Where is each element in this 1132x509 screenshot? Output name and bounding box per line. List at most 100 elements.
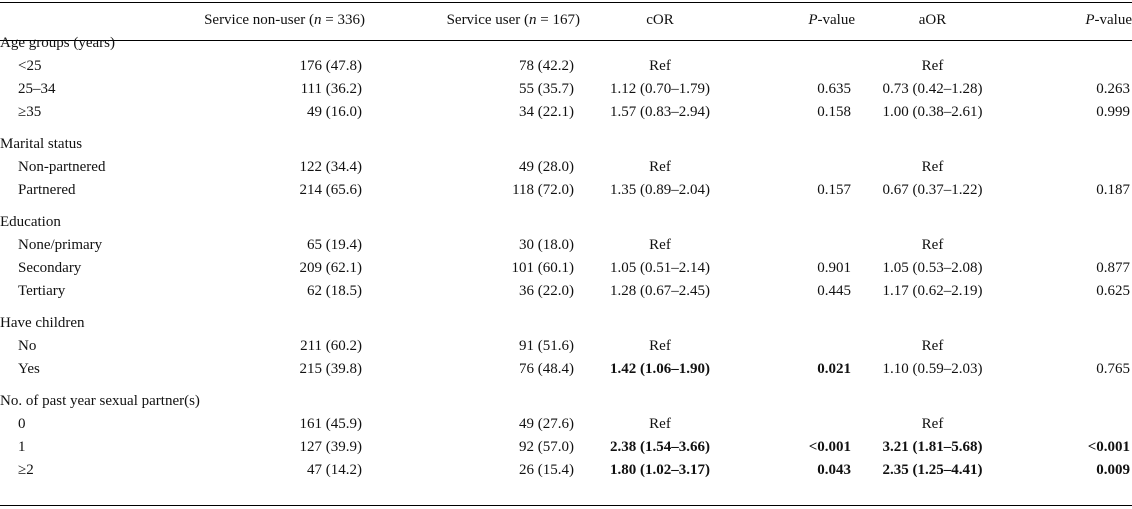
cell-user: 91 (51.6) xyxy=(519,338,574,354)
cell-non-user: 111 (36.2) xyxy=(300,81,362,97)
header-p1-suffix: -value xyxy=(817,12,855,28)
table-row: ≥2 47 (14.2) 26 (15.4) 1.80 (1.02–3.17) 0.04… xyxy=(0,459,1132,482)
cell-aor: 2.35 (1.25–4.41) xyxy=(882,462,983,478)
header-non-user-prefix: Service non-user ( xyxy=(204,12,315,28)
header-aor: aOR xyxy=(918,12,947,28)
cell-user: 49 (28.0) xyxy=(519,159,574,175)
header-rule xyxy=(0,40,1132,41)
group-heading-row: Have children xyxy=(0,312,1132,335)
cell-aor: 1.00 (0.38–2.61) xyxy=(882,104,983,120)
group-spacer xyxy=(0,381,1132,390)
cell-aor: 1.10 (0.59–2.03) xyxy=(882,361,983,377)
table-row: Yes 215 (39.8) 76 (48.4) 1.42 (1.06–1.90) 0.… xyxy=(0,358,1132,381)
header-p2-letter: P xyxy=(1085,12,1095,28)
cell-user: 34 (22.1) xyxy=(519,104,574,120)
cell-p-value-2: <0.001 xyxy=(1087,439,1130,455)
cell-cor: 1.35 (0.89–2.04) xyxy=(610,182,710,198)
cell-user: 36 (22.0) xyxy=(519,283,574,299)
row-label: No xyxy=(18,338,37,354)
cell-aor: 1.17 (0.62–2.19) xyxy=(882,283,983,299)
top-rule xyxy=(0,2,1132,3)
header-p2-suffix: -value xyxy=(1094,12,1132,28)
cell-p-value-2 xyxy=(1010,335,1132,358)
cell-p-value-2: 0.187 xyxy=(1096,182,1130,198)
table-header: Service non-user (n = 336) Service user … xyxy=(0,8,1132,32)
cell-p-value-1: 0.157 xyxy=(817,182,851,198)
cell-p-value-2: 0.625 xyxy=(1096,283,1130,299)
header-cor: cOR xyxy=(646,12,674,28)
cell-non-user: 122 (34.4) xyxy=(299,159,363,175)
table-row: Non-partnered 122 (34.4) 49 (28.0) Ref Ref xyxy=(0,156,1132,179)
cell-p-value-1 xyxy=(740,335,855,358)
group-spacer xyxy=(0,124,1132,133)
group-heading: Education xyxy=(0,214,61,230)
header-non-user-suffix: = 336) xyxy=(321,12,365,28)
cell-p-value-1: 0.158 xyxy=(817,104,851,120)
cell-aor: Ref xyxy=(921,416,944,432)
table-row: 0 161 (45.9) 49 (27.6) Ref Ref xyxy=(0,413,1132,436)
group-heading: No. of past year sexual partner(s) xyxy=(0,393,200,409)
row-label: Partnered xyxy=(18,182,76,198)
row-label: Non-partnered xyxy=(18,159,106,175)
cell-cor: Ref xyxy=(649,416,671,432)
header-p-value-1: P-value xyxy=(740,8,855,32)
table-row: 1 127 (39.9) 92 (57.0) 2.38 (1.54–3.66) <0.0… xyxy=(0,436,1132,459)
cell-p-value-1: 0.635 xyxy=(817,81,851,97)
spacer-cell xyxy=(0,124,1132,133)
cell-user: 78 (42.2) xyxy=(519,58,574,74)
table-row: Partnered 214 (65.6) 118 (72.0) 1.35 (0.89–… xyxy=(0,179,1132,202)
cell-non-user: 211 (60.2) xyxy=(300,338,362,354)
header-non-user-n: n xyxy=(314,12,322,28)
cell-p-value-1 xyxy=(740,413,855,436)
cell-p-value-2: 0.765 xyxy=(1096,361,1130,377)
table-row: 25–34 111 (36.2) 55 (35.7) 1.12 (0.70–1.79)… xyxy=(0,78,1132,101)
cell-p-value-2 xyxy=(1010,234,1132,257)
group-spacer xyxy=(0,303,1132,312)
header-variable xyxy=(0,8,150,32)
row-label: Yes xyxy=(18,361,40,377)
header-user-suffix: = 167) xyxy=(536,12,580,28)
cell-aor: Ref xyxy=(921,159,944,175)
cell-p-value-2 xyxy=(1010,156,1132,179)
cell-non-user: 62 (18.5) xyxy=(307,283,362,299)
cell-non-user: 209 (62.1) xyxy=(299,260,363,276)
cell-non-user: 49 (16.0) xyxy=(307,104,362,120)
cell-cor: 2.38 (1.54–3.66) xyxy=(610,439,710,455)
row-label: Tertiary xyxy=(18,283,66,299)
row-label: None/primary xyxy=(18,237,103,253)
table-row: ≥35 49 (16.0) 34 (22.1) 1.57 (0.83–2.94) 0.1… xyxy=(0,101,1132,124)
cell-cor: Ref xyxy=(649,159,671,175)
results-table: Service non-user (n = 336) Service user … xyxy=(0,8,1132,482)
cell-user: 30 (18.0) xyxy=(519,237,574,253)
cell-p-value-2: 0.877 xyxy=(1096,260,1130,276)
cell-cor: 1.42 (1.06–1.90) xyxy=(610,361,710,377)
cell-non-user: 215 (39.8) xyxy=(299,361,363,377)
group-heading-row: Marital status xyxy=(0,133,1132,156)
cell-non-user: 127 (39.9) xyxy=(299,439,363,455)
group-heading-row: Education xyxy=(0,211,1132,234)
cell-aor: 3.21 (1.81–5.68) xyxy=(882,439,983,455)
cell-user: 101 (60.1) xyxy=(511,260,575,276)
cell-cor: 1.05 (0.51–2.14) xyxy=(610,260,710,276)
row-label: 0 xyxy=(18,416,26,432)
row-label: ≥2 xyxy=(18,462,34,478)
cell-cor: Ref xyxy=(649,237,671,253)
header-service-user: Service user (n = 167) xyxy=(365,8,580,32)
cell-non-user: 65 (19.4) xyxy=(307,237,362,253)
cell-cor: 1.80 (1.02–3.17) xyxy=(610,462,710,478)
cell-p-value-1 xyxy=(740,234,855,257)
spacer-cell xyxy=(0,381,1132,390)
table-row: Tertiary 62 (18.5) 36 (22.0) 1.28 (0.67–2.4… xyxy=(0,280,1132,303)
group-heading-row: Age groups (years) xyxy=(0,32,1132,55)
group-heading-row: No. of past year sexual partner(s) xyxy=(0,390,1132,413)
cell-p-value-1: 0.043 xyxy=(817,462,851,478)
row-label: 1 xyxy=(18,439,26,455)
cell-aor: Ref xyxy=(921,338,944,354)
cell-non-user: 176 (47.8) xyxy=(299,58,363,74)
group-heading: Age groups (years) xyxy=(0,35,115,51)
cell-aor: 0.73 (0.42–1.28) xyxy=(882,81,983,97)
table-body: Age groups (years) <25 176 (47.8) 78 (42.2)… xyxy=(0,32,1132,482)
cell-user: 118 (72.0) xyxy=(512,182,574,198)
cell-aor: 0.67 (0.37–1.22) xyxy=(882,182,983,198)
